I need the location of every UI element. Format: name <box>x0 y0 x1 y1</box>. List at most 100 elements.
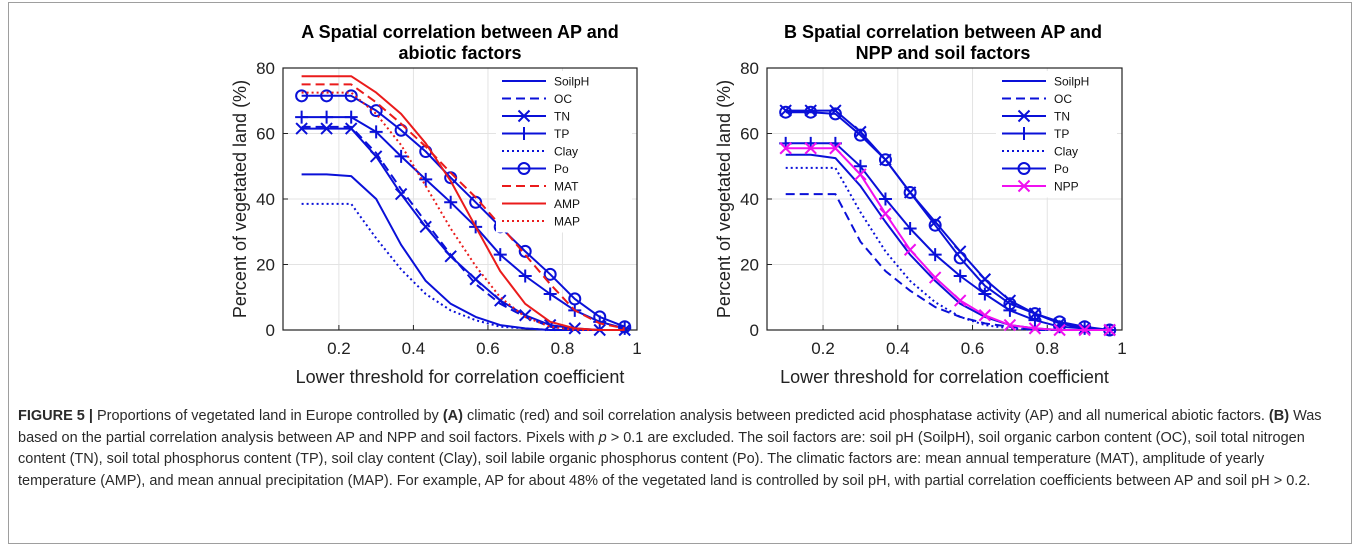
data-point <box>779 105 793 119</box>
data-point <box>369 125 383 139</box>
data-point <box>903 185 917 199</box>
x-tick-label: 0.8 <box>1035 339 1059 358</box>
y-tick-label: 20 <box>740 256 759 275</box>
legend-marker <box>1017 162 1031 175</box>
data-point <box>469 273 482 286</box>
y-tick-label: 0 <box>750 321 759 340</box>
x-tick-label: 0.4 <box>886 339 910 358</box>
y-tick-label: 40 <box>256 190 275 209</box>
data-point <box>978 309 992 322</box>
series-line <box>301 125 625 331</box>
figure-frame <box>8 2 1352 544</box>
data-point <box>1028 313 1042 327</box>
data-point <box>394 149 408 163</box>
data-point <box>295 89 309 103</box>
data-point <box>1003 297 1017 311</box>
legend-label: TN <box>554 110 570 124</box>
data-point <box>779 142 792 155</box>
caption-text-3b: > 0.1 are excluded. The soil factors are… <box>18 429 1311 489</box>
x-axis-label: Lower threshold for correlation coeffici… <box>296 367 625 387</box>
legend-marker <box>517 109 531 123</box>
data-point <box>853 159 867 173</box>
data-point <box>295 122 308 135</box>
series-line <box>301 83 625 330</box>
x-tick-label: 0.4 <box>402 339 426 358</box>
y-tick-label: 60 <box>256 125 275 144</box>
data-point <box>1028 322 1042 335</box>
data-point <box>928 215 942 229</box>
legend: SoilpH OC TN TP Clay Po NPP <box>996 71 1117 198</box>
legend-label: NPP <box>1054 180 1079 194</box>
data-point <box>878 192 892 206</box>
data-point <box>828 107 842 121</box>
y-tick-label: 80 <box>256 59 275 78</box>
data-point <box>978 279 992 293</box>
data-point <box>568 292 582 306</box>
caption-panel-a-label: (A) <box>442 408 463 424</box>
legend-label: OC <box>1054 92 1072 106</box>
legend-label: MAP <box>554 215 580 229</box>
data-point <box>494 294 507 307</box>
legend-label: MAT <box>554 180 579 194</box>
y-tick-label: 0 <box>266 321 275 340</box>
chart-title-line: NPP and soil factors <box>856 43 1031 63</box>
legend: SoilpH OC TN TP Clay Po MAT AMP MAP <box>496 71 632 233</box>
data-point <box>344 89 358 103</box>
legend-marker <box>1017 179 1031 193</box>
data-point <box>543 287 557 301</box>
x-tick-label: 0.6 <box>476 339 500 358</box>
data-point <box>543 267 557 281</box>
data-point <box>444 195 458 209</box>
legend-label: Clay <box>554 145 578 159</box>
data-point <box>903 221 917 235</box>
caption-text-3a: Was based on the partial correlation ana… <box>18 408 1322 446</box>
data-point <box>320 110 334 124</box>
data-point <box>369 150 383 163</box>
data-point <box>394 187 408 201</box>
legend-label: AMP <box>554 197 580 211</box>
data-point <box>1053 323 1066 337</box>
legend-label: TN <box>1054 110 1070 124</box>
data-point <box>344 110 358 124</box>
x-tick-label: 0.2 <box>811 339 835 358</box>
legend-marker <box>1017 109 1031 123</box>
data-point <box>1103 323 1116 337</box>
data-point <box>928 248 942 262</box>
data-point <box>928 218 942 232</box>
data-point <box>518 244 532 258</box>
y-axis-label: Percent of vegetated land (%) <box>714 80 734 318</box>
legend-marker <box>517 162 531 175</box>
data-point <box>320 122 333 135</box>
legend-label: Po <box>1054 162 1069 176</box>
data-point <box>878 153 892 167</box>
data-point <box>953 294 967 307</box>
data-point <box>493 248 507 262</box>
caption-p-symbol: p <box>598 429 607 446</box>
data-point <box>879 207 892 220</box>
caption-text-1: Proportions of vegetated land in Europe … <box>92 408 443 424</box>
data-point <box>953 269 967 283</box>
x-tick-label: 0.6 <box>961 339 985 358</box>
y-tick-label: 80 <box>740 59 759 78</box>
data-point <box>419 172 433 186</box>
data-point <box>853 128 867 142</box>
data-point <box>804 142 817 155</box>
data-point <box>295 110 309 124</box>
chart-panel-a: 0.2 0.4 0.6 0.8 1 0 20 40 60 80 A Spatial correlat… <box>230 22 642 387</box>
x-tick-label: 1 <box>632 339 641 358</box>
legend-label: Clay <box>1054 145 1078 159</box>
legend-label: OC <box>554 92 572 106</box>
data-point <box>1028 307 1042 321</box>
x-tick-label: 1 <box>1117 339 1126 358</box>
series-npp <box>779 142 1116 337</box>
legend-label: Po <box>554 162 569 176</box>
data-point <box>1003 303 1017 317</box>
data-point <box>369 104 383 118</box>
legend-label: SoilpH <box>1054 75 1089 89</box>
data-point <box>1078 320 1092 334</box>
x-tick-label: 0.2 <box>327 339 351 358</box>
series-line <box>301 75 625 331</box>
series-clay <box>301 202 625 331</box>
data-point <box>829 142 842 155</box>
data-point <box>1053 315 1067 329</box>
